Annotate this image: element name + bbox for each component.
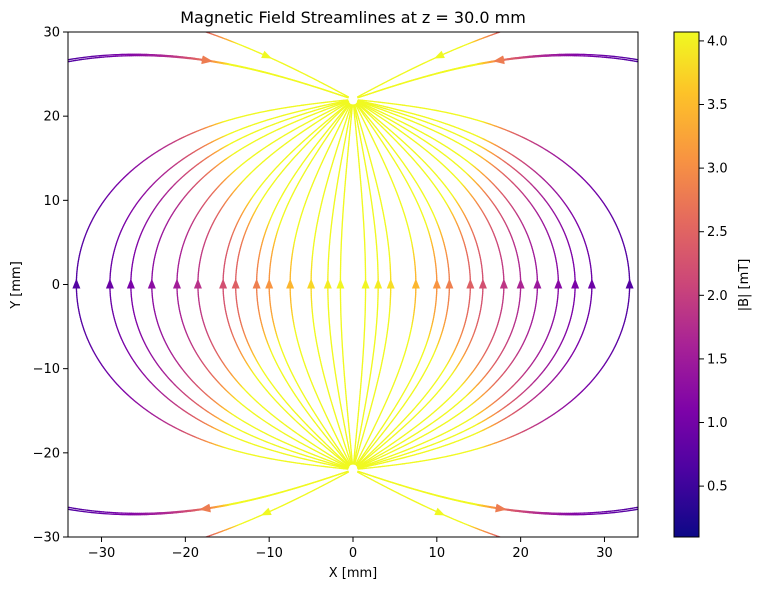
streamline-arrow (252, 278, 261, 289)
streamline-segment (354, 104, 356, 108)
streamlines (68, 32, 638, 537)
streamline-arrow (105, 278, 114, 289)
chart-title: Magnetic Field Streamlines at z = 30.0 m… (180, 8, 526, 27)
streamline-arrow (126, 278, 135, 289)
streamline-arrow (72, 278, 81, 289)
plot-area (67, 31, 639, 538)
streamline-arrow (147, 278, 156, 289)
streamline-arrow (193, 278, 202, 289)
streamline-segment (346, 101, 350, 104)
streamline-arrow (219, 278, 228, 289)
streamline-arrow (172, 278, 181, 289)
streamline-segment (346, 102, 350, 106)
streamline-arrow (231, 278, 240, 289)
